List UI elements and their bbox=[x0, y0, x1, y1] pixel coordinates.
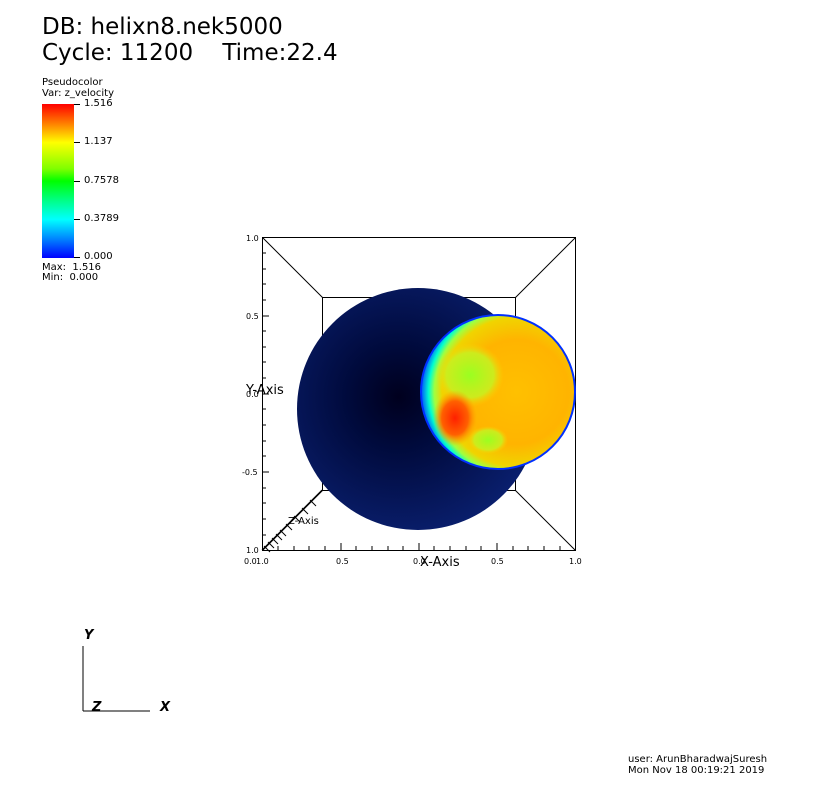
inner-velocity-region bbox=[420, 314, 576, 470]
orientation-triad bbox=[82, 646, 150, 712]
y-tick-label: 1.0 bbox=[246, 234, 259, 243]
legend-tick bbox=[74, 104, 80, 105]
y-axis-ticks bbox=[262, 252, 269, 536]
legend-color-bar bbox=[42, 104, 74, 258]
x-tick-label: 1.0 bbox=[256, 557, 269, 566]
corner-tick-label: 0.0 bbox=[244, 557, 257, 566]
legend-tick-label: 0.7578 bbox=[84, 175, 119, 186]
y-tick-label: -0.5 bbox=[242, 468, 258, 477]
legend-tick-label: 1.137 bbox=[84, 136, 113, 147]
x-axis-title: X-Axis bbox=[420, 555, 460, 570]
y-tick-label: 1.0 bbox=[246, 546, 259, 555]
triad-z-label: Z bbox=[91, 700, 102, 715]
user-label: user: ArunBharadwajSuresh bbox=[628, 754, 768, 765]
triad-x-label: X bbox=[159, 700, 171, 715]
legend-max: Max: 1.516 bbox=[42, 262, 102, 273]
legend-tick-label: 0.000 bbox=[84, 251, 113, 262]
x-tick-label: 0.5 bbox=[336, 557, 349, 566]
z-axis bbox=[261, 489, 323, 553]
x-tick-label: 1.0 bbox=[569, 557, 582, 566]
legend-min: Min: 0.000 bbox=[42, 272, 99, 283]
legend-variable: Var: z_velocity bbox=[42, 88, 115, 99]
z-axis-title: Z-Axis bbox=[288, 516, 319, 527]
y-tick-label: 0.5 bbox=[246, 312, 259, 321]
legend-tick bbox=[74, 181, 80, 182]
x-tick-label: 0.5 bbox=[491, 557, 504, 566]
y-axis-title: Y-Axis bbox=[245, 383, 284, 398]
legend-plot-type: Pseudocolor bbox=[42, 77, 103, 88]
timestamp-label: Mon Nov 18 00:19:21 2019 bbox=[628, 765, 765, 776]
legend-tick-label: 0.3789 bbox=[84, 213, 119, 224]
legend-tick bbox=[74, 257, 80, 258]
y-tick-label: 0.0 bbox=[246, 390, 259, 399]
legend-tick bbox=[74, 142, 80, 143]
legend-tick bbox=[74, 219, 80, 220]
x-tick-label: 0.0 bbox=[413, 557, 426, 566]
legend-tick-label: 1.516 bbox=[84, 98, 113, 109]
x-axis-ticks bbox=[277, 543, 561, 550]
cycle-time-title: Cycle: 11200 Time:22.4 bbox=[42, 40, 338, 66]
database-title: DB: helixn8.nek5000 bbox=[42, 14, 283, 40]
triad-y-label: Y bbox=[84, 628, 95, 643]
